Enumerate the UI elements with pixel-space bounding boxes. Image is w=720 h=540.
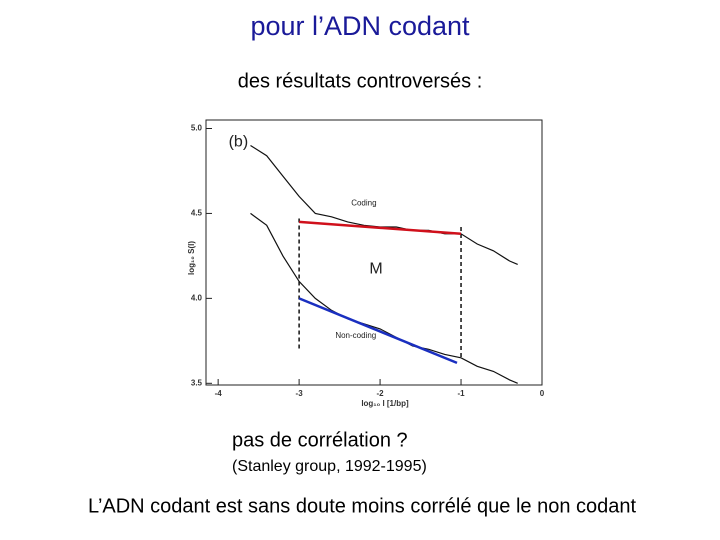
series-label: Non-coding bbox=[335, 331, 376, 340]
slide-subtitle: des résultats controversés : bbox=[238, 70, 483, 92]
series-label: Coding bbox=[351, 198, 376, 207]
caption-source: (Stanley group, 1992-1995) bbox=[232, 458, 427, 475]
annotation: M bbox=[369, 261, 382, 278]
y-tick-label: 3.5 bbox=[191, 378, 203, 387]
data-line bbox=[250, 212, 518, 384]
annotation: (b) bbox=[229, 133, 249, 150]
x-tick-label: -1 bbox=[457, 389, 465, 398]
x-tick-label: -3 bbox=[296, 389, 304, 398]
x-tick-label: -2 bbox=[377, 389, 385, 398]
y-tick-label: 5.0 bbox=[191, 124, 203, 133]
x-tick-label: 0 bbox=[540, 389, 545, 398]
caption-question: pas de corrélation ? bbox=[232, 429, 408, 451]
plot-frame bbox=[205, 119, 543, 386]
y-tick-label: 4.0 bbox=[191, 293, 203, 302]
fit-line bbox=[298, 297, 458, 365]
y-axis-label: log₁₀ S(l) bbox=[187, 241, 196, 275]
slide-title: pour l’ADN codant bbox=[250, 11, 470, 41]
x-tick-label: -4 bbox=[215, 389, 223, 398]
conclusion: L’ADN codant est sans doute moins corrél… bbox=[88, 495, 637, 517]
fit-line bbox=[299, 220, 462, 236]
y-tick-label: 4.5 bbox=[191, 209, 203, 218]
x-axis-label: log₁₀ l [1/bp] bbox=[361, 399, 409, 408]
data-line bbox=[250, 144, 518, 265]
